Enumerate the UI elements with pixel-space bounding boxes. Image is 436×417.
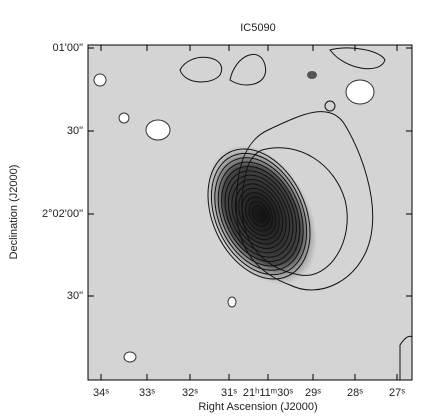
contour: [214, 157, 304, 271]
y-tick-label: 2°02'00": [42, 208, 83, 220]
x-tick-label: 21ʰ11ᵐ30ˢ: [243, 387, 293, 399]
figure-title: IC5090: [240, 22, 275, 34]
y-tick-label: 30": [67, 125, 83, 137]
x-axis-label: Right Ascension (J2000): [198, 401, 317, 413]
contour: [217, 161, 301, 267]
contour: [248, 200, 270, 228]
contour: [207, 148, 311, 280]
image-panel: [88, 45, 412, 380]
x-tick-label: 31ˢ: [221, 387, 237, 399]
y-axis-label: Declination (J2000): [8, 165, 20, 260]
x-tick-label: 34ˢ: [93, 387, 109, 399]
plot-frame: [87, 44, 413, 381]
contour: [231, 179, 287, 249]
contour: [245, 196, 273, 232]
contour: [251, 205, 267, 223]
x-tick-label: 29ˢ: [305, 387, 321, 399]
contour: [238, 187, 280, 241]
contour: [224, 170, 294, 258]
contour: [241, 192, 277, 236]
contour: [221, 165, 297, 263]
x-tick-label: 32ˢ: [182, 387, 198, 399]
x-tick-label: 28ˢ: [347, 387, 363, 399]
contour: [234, 183, 284, 245]
y-tick-label: 30": [67, 290, 83, 302]
y-tick-label: 01'00": [53, 42, 84, 54]
x-tick-label: 27ˢ: [389, 387, 405, 399]
contour: [210, 152, 308, 276]
x-tick-label: 33ˢ: [139, 387, 155, 399]
contour: [227, 174, 291, 254]
